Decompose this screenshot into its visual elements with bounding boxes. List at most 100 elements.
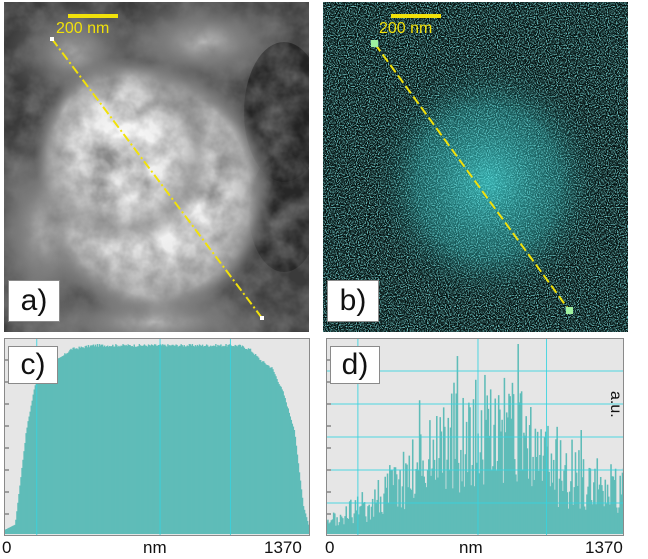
profile-bar <box>492 466 494 534</box>
profile-bar <box>500 431 502 534</box>
profile-bar <box>558 478 561 534</box>
profile-bar <box>562 490 564 534</box>
profile-bar <box>302 506 305 534</box>
profile-bar <box>177 346 179 534</box>
profile-bar <box>484 374 486 534</box>
profile-bar <box>470 485 472 534</box>
profile-bar <box>379 496 382 534</box>
axis-c-min: 0 <box>2 538 12 557</box>
profile-bar <box>457 462 460 534</box>
profile-bar <box>595 504 597 534</box>
profile-bar <box>56 359 58 534</box>
profile-bar <box>126 346 128 534</box>
profile-bar <box>122 344 124 534</box>
profile-bar <box>510 418 513 534</box>
profile-bar <box>148 345 151 534</box>
profile-bar <box>375 502 377 534</box>
profile-bar <box>461 481 463 534</box>
scale-bar-a-label: 200 nm <box>56 20 110 37</box>
profile-bar <box>192 345 195 534</box>
profile-bar <box>103 345 106 534</box>
profile-bar <box>19 485 21 534</box>
profile-bar <box>448 469 451 534</box>
profile-bar <box>374 489 376 534</box>
profile-bar <box>521 469 524 534</box>
profile-bar <box>580 430 582 534</box>
profile-bar <box>84 346 86 534</box>
profile-bar <box>243 347 246 534</box>
profile-bar <box>382 513 384 534</box>
profile-bar <box>250 351 253 534</box>
profile-bar <box>439 417 442 534</box>
profile-bar <box>395 474 398 534</box>
profile-bar <box>57 358 59 534</box>
profile-bar <box>350 499 352 534</box>
profile-bar <box>197 346 200 534</box>
profile-bar <box>578 450 580 534</box>
profile-bar <box>574 452 577 534</box>
profile-bar <box>334 513 336 534</box>
profile-bar <box>171 344 173 534</box>
profile-bar <box>75 348 77 534</box>
profile-bar <box>189 344 192 534</box>
profile-bar <box>55 361 57 534</box>
profile-bar <box>205 344 208 534</box>
profile-bar <box>351 517 353 534</box>
profile-bar <box>141 345 144 534</box>
profile-bar <box>468 402 470 534</box>
profile-bar <box>200 345 203 534</box>
profile-bar <box>447 417 450 534</box>
profile-bar <box>599 477 602 534</box>
profile-bar <box>22 459 24 534</box>
profile-bar <box>187 346 190 534</box>
profile-bar <box>559 440 562 534</box>
profile-bar <box>604 479 607 534</box>
profile-bar <box>92 344 95 534</box>
profile-bar <box>233 346 235 534</box>
profile-bar <box>6 528 8 534</box>
profile-bar <box>220 344 222 534</box>
profile-bar <box>464 454 467 534</box>
profile-bar <box>211 346 213 534</box>
profile-bar <box>487 408 490 534</box>
profile-bar <box>52 361 55 534</box>
profile-bar <box>516 481 518 534</box>
profile-bar <box>107 345 109 534</box>
profile-bar <box>345 506 348 534</box>
profile-bar <box>301 497 304 534</box>
profile-bar <box>475 379 477 534</box>
profile-bar <box>137 346 140 534</box>
profile-bar <box>157 345 159 534</box>
profile-bar <box>70 348 72 534</box>
profile-bar <box>125 344 127 534</box>
profile-bar <box>154 344 157 534</box>
profile-bar <box>204 345 207 534</box>
profile-bar <box>444 426 446 534</box>
profile-bar <box>393 467 396 534</box>
sem-image <box>4 2 309 332</box>
profile-bar <box>188 344 191 534</box>
profile-bar <box>513 459 516 534</box>
profile-bar <box>201 344 204 534</box>
profile-bar <box>289 416 292 534</box>
axis-d-min: 0 <box>325 538 335 557</box>
profile-bar <box>139 345 142 534</box>
profile-bar <box>519 393 522 534</box>
profile-bar <box>113 346 115 534</box>
profile-bar <box>172 344 174 534</box>
profile-bar <box>549 486 552 534</box>
profile-bar <box>115 344 117 534</box>
profile-bar <box>465 421 468 534</box>
profile-bar <box>153 344 156 534</box>
profile-bar <box>210 345 212 534</box>
profile-bar <box>49 363 52 534</box>
profile-bar <box>25 433 27 534</box>
profile-bar <box>136 346 139 534</box>
profile-bar <box>478 473 480 534</box>
profile-bar <box>261 362 263 534</box>
profile-bar <box>413 497 415 534</box>
profile-bar <box>508 393 510 534</box>
profile-bar <box>242 346 245 534</box>
profile-bar <box>244 349 247 534</box>
profile-bar <box>78 346 80 534</box>
